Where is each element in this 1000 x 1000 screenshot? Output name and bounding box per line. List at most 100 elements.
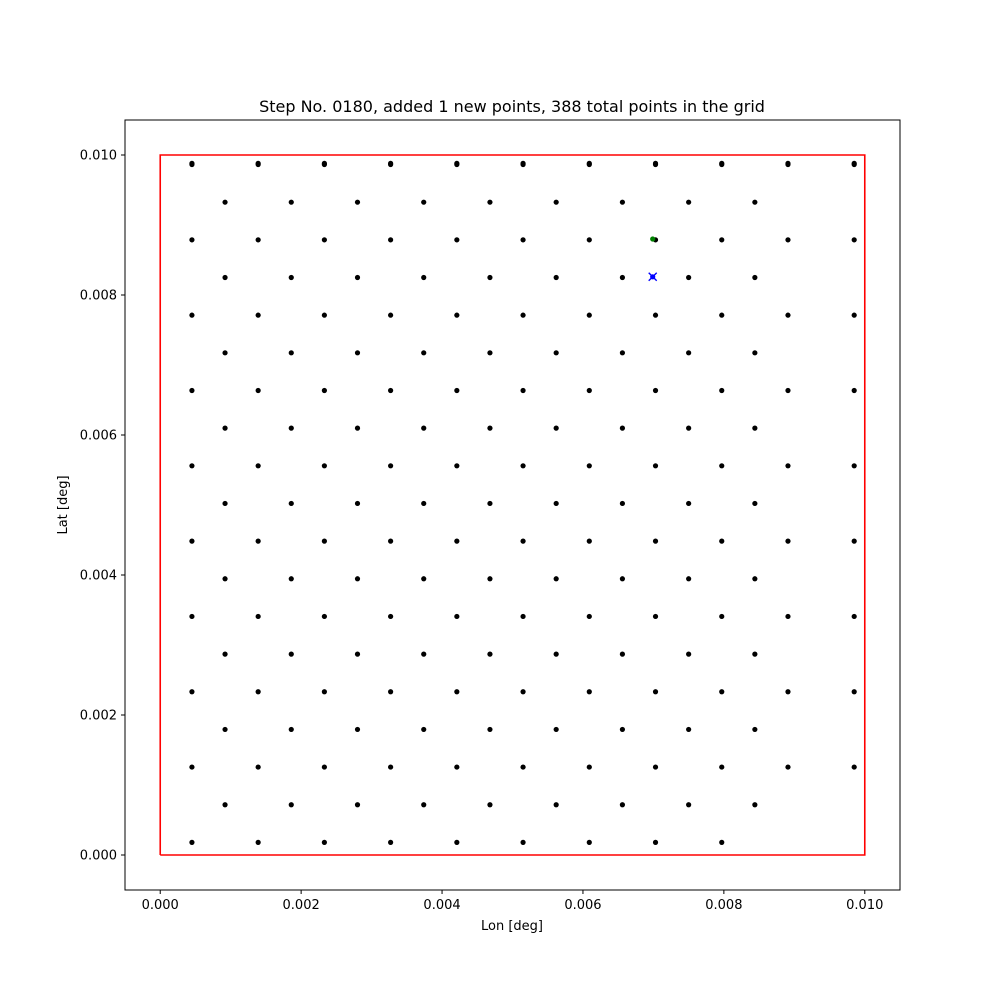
grid-point	[189, 613, 195, 620]
x-axis-label: Lon [deg]	[481, 919, 543, 934]
grid-point	[553, 802, 559, 808]
grid-point	[520, 387, 526, 394]
grid-point	[288, 425, 294, 431]
grid-point	[686, 274, 692, 281]
grid-point	[354, 425, 361, 431]
grid-point	[487, 802, 493, 808]
grid-point	[487, 425, 493, 431]
grid-point	[487, 726, 493, 733]
x-tick-label: 0.002	[283, 898, 320, 913]
grid-point	[719, 387, 725, 394]
grid-point	[421, 425, 427, 431]
grid-point	[487, 651, 493, 657]
grid-point	[454, 160, 460, 166]
grid-point	[321, 237, 327, 243]
grid-point	[388, 839, 394, 846]
x-tick-label: 0.004	[423, 898, 460, 913]
boundary-line	[159, 154, 866, 856]
grid-point	[354, 802, 361, 808]
y-tick-label: 0.000	[80, 849, 117, 864]
grid-point	[851, 160, 857, 166]
grid-point	[586, 764, 592, 770]
grid-point	[321, 613, 327, 620]
grid-point	[652, 538, 659, 544]
grid-point	[354, 199, 361, 205]
grid-point	[487, 500, 493, 507]
grid-point	[520, 689, 526, 695]
grid-point	[752, 576, 758, 582]
grid-point	[388, 538, 394, 544]
grid-point	[520, 538, 526, 544]
grid-point	[586, 160, 592, 166]
grid-point	[388, 764, 394, 770]
grid-point	[454, 538, 460, 544]
grid-point	[288, 576, 294, 582]
grid-point	[752, 651, 758, 657]
grid-point	[388, 613, 394, 620]
grid-point	[222, 576, 228, 582]
grid-point	[189, 463, 195, 469]
grid-point	[619, 350, 626, 356]
grid-point	[354, 274, 361, 281]
grid-point	[288, 726, 294, 733]
grid-point	[487, 350, 493, 356]
grid-point	[851, 613, 857, 620]
grid-point	[321, 160, 327, 166]
grid-point	[189, 160, 195, 166]
grid-point	[553, 274, 559, 281]
grid-point	[189, 689, 195, 695]
grid-point	[388, 160, 394, 166]
grid-point	[288, 500, 294, 507]
new-point-cross	[648, 272, 658, 282]
grid-point	[189, 764, 195, 770]
grid-point	[255, 689, 261, 695]
grid-point	[686, 425, 692, 431]
grid-point	[388, 463, 394, 469]
grid-point	[785, 613, 791, 620]
grid-point	[752, 802, 758, 808]
grid-point	[189, 237, 195, 243]
grid-point	[354, 726, 361, 733]
grid-point	[388, 689, 394, 695]
y-tick-label: 0.006	[80, 429, 117, 444]
grid-point	[255, 160, 261, 166]
grid-point	[719, 237, 725, 243]
grid-point	[619, 274, 626, 281]
grid-point	[421, 350, 427, 356]
grid-point	[619, 500, 626, 507]
grid-point	[321, 689, 327, 695]
grid-point	[752, 425, 758, 431]
grid-point	[785, 538, 791, 544]
grid-point	[222, 500, 228, 507]
grid-point	[619, 726, 626, 733]
grid-point	[222, 274, 228, 281]
grid-point	[454, 613, 460, 620]
grid-point	[686, 651, 692, 657]
grid-point	[686, 199, 692, 205]
grid-point	[454, 387, 460, 394]
grid-point	[487, 199, 493, 205]
grid-point	[851, 463, 857, 469]
grid-point	[222, 726, 228, 733]
grid-point	[851, 237, 857, 243]
x-axis-ticks: 0.000 0.002 0.004 0.006 0.008 0.010	[142, 890, 883, 913]
grid-point	[652, 689, 659, 695]
grid-point	[454, 463, 460, 469]
grid-point	[553, 350, 559, 356]
grid-point	[652, 463, 659, 469]
grid-point	[619, 802, 626, 808]
grid-point	[421, 576, 427, 582]
grid-point	[255, 764, 261, 770]
grid-point	[652, 312, 659, 318]
y-tick-label: 0.002	[80, 709, 117, 724]
grid-point	[851, 689, 857, 695]
grid-point	[354, 350, 361, 356]
grid-point	[421, 274, 427, 281]
grid-point	[851, 538, 857, 544]
grid-point	[851, 312, 857, 318]
x-tick-label: 0.006	[564, 898, 601, 913]
grid-point	[719, 160, 725, 166]
grid-point	[586, 387, 592, 394]
plot-area	[159, 154, 866, 856]
grid-point	[255, 613, 261, 620]
